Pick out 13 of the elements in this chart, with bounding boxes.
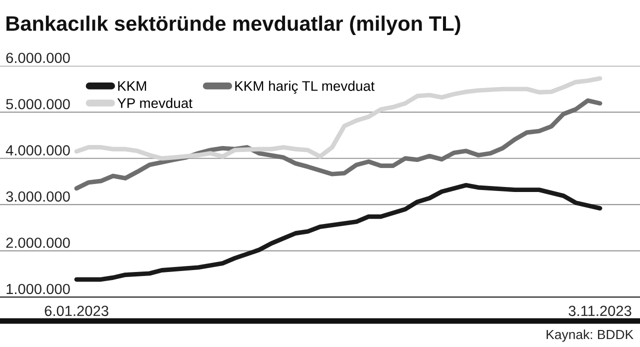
- y-tick-label: 1.000.000: [6, 284, 70, 294]
- x-tick-label: 3.11.2023: [568, 306, 632, 316]
- y-tick-label: 2.000.000: [6, 238, 70, 248]
- legend-label: YP mevduat: [117, 98, 192, 108]
- y-tick-label: 4.000.000: [6, 145, 70, 156]
- y-tick-label: 5.000.000: [6, 98, 70, 110]
- legend-label: KKM: [118, 81, 146, 91]
- chart-title: Bankacılık sektöründe mevduatlar (milyon TL): [6, 16, 460, 36]
- x-tick-label: 6.01.2023: [44, 306, 108, 316]
- text: Kaynak: BDDK: [546, 329, 634, 342]
- y-tick-label: 6.000.000: [6, 52, 70, 64]
- y-tick-label: 3.000.000: [6, 191, 70, 202]
- legend-label: KKM hariç TL mevduat: [235, 80, 375, 94]
